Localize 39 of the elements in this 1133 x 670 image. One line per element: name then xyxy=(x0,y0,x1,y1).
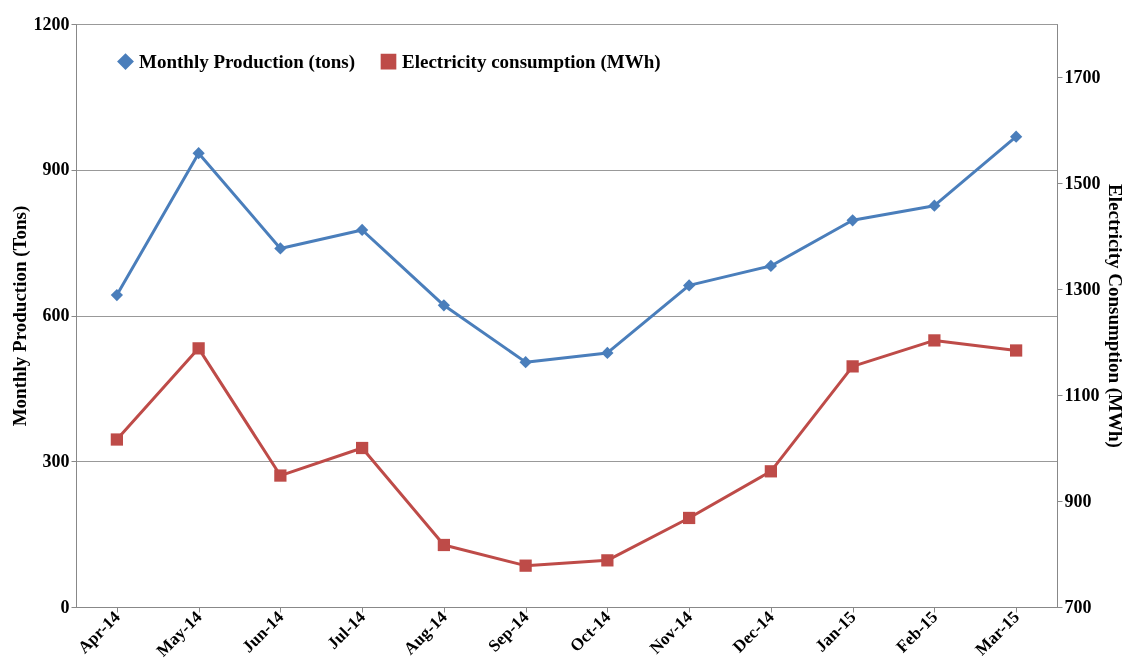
y2-tick-label: 900 xyxy=(1064,490,1092,511)
y-tick-label: 300 xyxy=(42,450,70,471)
point xyxy=(192,342,205,355)
point xyxy=(1010,130,1023,143)
point xyxy=(437,299,450,312)
point xyxy=(1010,344,1023,357)
point xyxy=(437,538,450,552)
point xyxy=(519,356,532,369)
point xyxy=(601,554,614,567)
y-axis-title: Monthly Production (Tons) xyxy=(8,205,31,427)
point xyxy=(683,279,696,292)
point xyxy=(110,433,123,446)
y2-axis-title: Electricity Consumption (MWh) xyxy=(1103,184,1126,448)
y-tick-label: 600 xyxy=(42,305,70,325)
y2-tick-label: 1100 xyxy=(1064,384,1100,405)
y2-tick-label: 1700 xyxy=(1064,66,1101,87)
point xyxy=(110,288,123,302)
legend-label: Monthly Production (tons) xyxy=(139,50,356,73)
point xyxy=(683,511,696,525)
point xyxy=(846,214,859,227)
y2-tick-label: 700 xyxy=(1064,596,1092,617)
point xyxy=(928,199,941,212)
point xyxy=(764,465,777,478)
point xyxy=(601,346,614,360)
y2-tick-label: 1500 xyxy=(1064,172,1101,193)
point xyxy=(846,360,859,373)
legend-label: Electricity consumption (MWh) xyxy=(402,50,661,73)
point xyxy=(192,147,205,160)
point xyxy=(519,559,532,572)
y-tick-label: 900 xyxy=(42,159,70,180)
point xyxy=(274,242,287,255)
point xyxy=(356,223,369,237)
point xyxy=(764,259,777,273)
y-tick-label: 1200 xyxy=(33,13,70,34)
y2-tick-label: 1300 xyxy=(1064,278,1101,299)
point xyxy=(356,441,369,455)
point xyxy=(274,469,287,482)
point xyxy=(928,334,941,347)
y-tick-label: 0 xyxy=(60,596,70,617)
